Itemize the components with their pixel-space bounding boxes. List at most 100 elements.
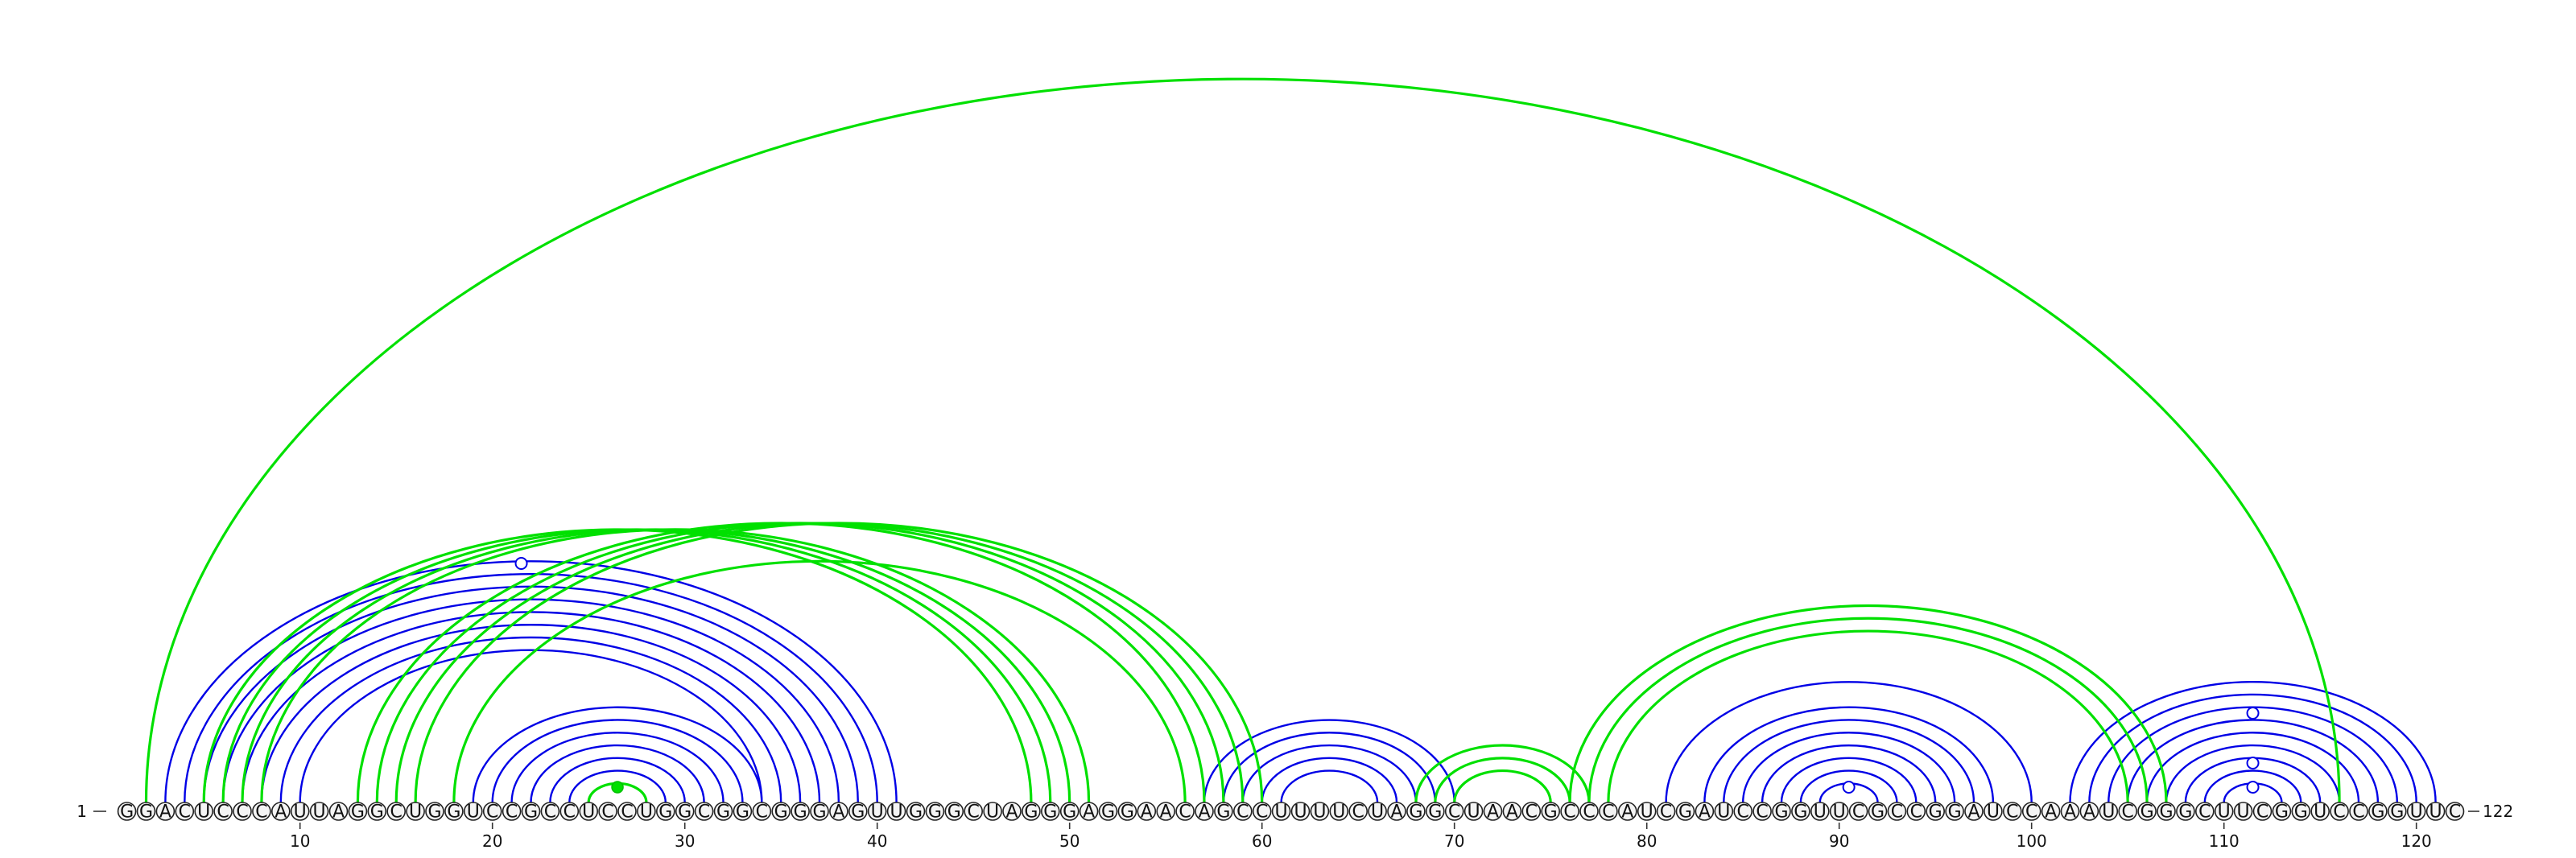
nucleotide-letter: A [2064, 802, 2076, 823]
nucleotide-55: A [1156, 802, 1175, 823]
nucleotide-letter: G [2178, 802, 2192, 823]
nucleotide-circle [1195, 802, 1214, 821]
nucleotide-23: C [540, 802, 560, 823]
nucleotide-26: C [598, 802, 617, 823]
nucleotide-circle [1772, 802, 1791, 821]
blue-arc-58-69 [1222, 732, 1436, 803]
nucleotide-86: C [1752, 802, 1772, 823]
nucleotide-letter: C [1179, 802, 1191, 823]
nucleotide-circle [1098, 802, 1118, 821]
nucleotide-circle [1483, 802, 1503, 821]
nucleotide-100: C [2021, 802, 2041, 823]
blue-arc-10-34 [299, 649, 763, 803]
nucleotide-122: C [2445, 802, 2465, 823]
nucleotide-circle [1560, 802, 1579, 821]
nucleotide-30: G [675, 802, 695, 823]
nucleotide-50: G [1059, 802, 1080, 823]
open-marker-3 [2246, 781, 2260, 794]
nucleotide-40: U [867, 802, 887, 823]
nucleotide-letter: U [1275, 802, 1288, 823]
blue-arc-4-40 [184, 572, 878, 803]
nucleotide-letter: G [1678, 802, 1692, 823]
nucleotide-letter: G [736, 802, 749, 823]
tick-label-110: 110 [2209, 831, 2240, 851]
nucleotide-circle [906, 802, 926, 821]
nucleotide-letter: G [370, 802, 384, 823]
nucleotide-79: A [1618, 802, 1637, 823]
nucleotide-14: G [367, 802, 387, 823]
open-marker-5 [2246, 707, 2260, 720]
nucleotide-circle [2406, 802, 2426, 821]
nucleotide-letter: A [1141, 802, 1153, 823]
nucleotide-circle [2195, 802, 2215, 821]
nucleotide-circle [1252, 802, 1272, 821]
nucleotide-45: C [964, 802, 983, 823]
nucleotide-59: C [1233, 802, 1253, 823]
nucleotide-circle [1964, 802, 1984, 821]
nucleotide-circle [2310, 802, 2330, 821]
nucleotide-letter: C [236, 802, 248, 823]
green-arc-16-60 [414, 522, 1264, 803]
nucleotide-letter: U [1332, 802, 1345, 823]
nucleotide-7: C [233, 802, 252, 823]
nucleotide-letter: C [2256, 802, 2268, 823]
filled-marker-1 [611, 781, 624, 794]
nucleotide-circle [771, 802, 791, 821]
green-arc-14-58 [375, 522, 1225, 803]
nucleotide-letter: U [1641, 802, 1653, 823]
nucleotide-letter: U [1987, 802, 2000, 823]
nucleotide-letter: G [812, 802, 826, 823]
nucleotide-letter: A [159, 802, 171, 823]
blue-arc-20-33 [491, 719, 744, 803]
nucleotide-letter: U [890, 802, 903, 823]
green-arc-8-51 [260, 528, 1091, 803]
open-marker-4 [2246, 757, 2260, 769]
nucleotide-49: G [1041, 802, 1060, 823]
nucleotide-72: A [1483, 802, 1503, 823]
nucleotide-circle [675, 802, 695, 821]
nucleotide-letter: A [332, 802, 345, 823]
nucleotide-letter: G [947, 802, 961, 823]
nucleotide-circle [348, 802, 368, 821]
nucleotide-circle [1675, 802, 1695, 821]
nucleotide-circle [1387, 802, 1406, 821]
nucleotide-102: A [2060, 802, 2080, 823]
nucleotide-109: C [2195, 802, 2215, 823]
nucleotide-circle [1521, 802, 1542, 821]
nucleotide-2: G [136, 802, 156, 823]
nucleotide-letter: C [506, 802, 518, 823]
nucleotide-97: A [1964, 802, 1984, 823]
nucleotide-letter: A [2083, 802, 2095, 823]
blue-arc-59-68 [1241, 744, 1418, 803]
nucleotide-letter: G [1794, 802, 1807, 823]
nucleotide-95: G [1926, 802, 1945, 823]
nucleotide-103: A [2079, 802, 2099, 823]
nucleotide-letter: A [1506, 802, 1518, 823]
nucleotide-circle [2021, 802, 2041, 821]
nucleotide-circle [406, 802, 425, 821]
nucleotide-circle [1059, 802, 1080, 821]
blue-arc-9-35 [279, 636, 782, 803]
nucleotide-letter: A [1160, 802, 1172, 823]
nucleotide-letter: G [2159, 802, 2173, 823]
nucleotide-circle [1579, 802, 1599, 821]
nucleotide-119: G [2388, 802, 2407, 823]
green-arc-7-50 [241, 528, 1071, 803]
nucleotide-letter: A [1390, 802, 1402, 823]
nucleotide-73: A [1502, 802, 1522, 823]
nucleotide-circle [1829, 802, 1849, 821]
tick-label-10: 10 [290, 831, 310, 851]
nucleotide-61: U [1271, 802, 1291, 823]
nucleotide-circle [290, 802, 310, 821]
nucleotide-68: G [1406, 802, 1426, 823]
nucleotide-letter: G [928, 802, 942, 823]
nucleotide-12: A [328, 802, 349, 823]
nucleotide-circle [155, 802, 175, 821]
blue-arc-107-116 [2165, 744, 2341, 803]
nucleotide-letter: U [2237, 802, 2250, 823]
nucleotide-circle [540, 802, 560, 821]
nucleotide-letter: G [1948, 802, 1962, 823]
nucleotide-letter: C [486, 802, 498, 823]
nucleotide-letter: C [390, 802, 402, 823]
